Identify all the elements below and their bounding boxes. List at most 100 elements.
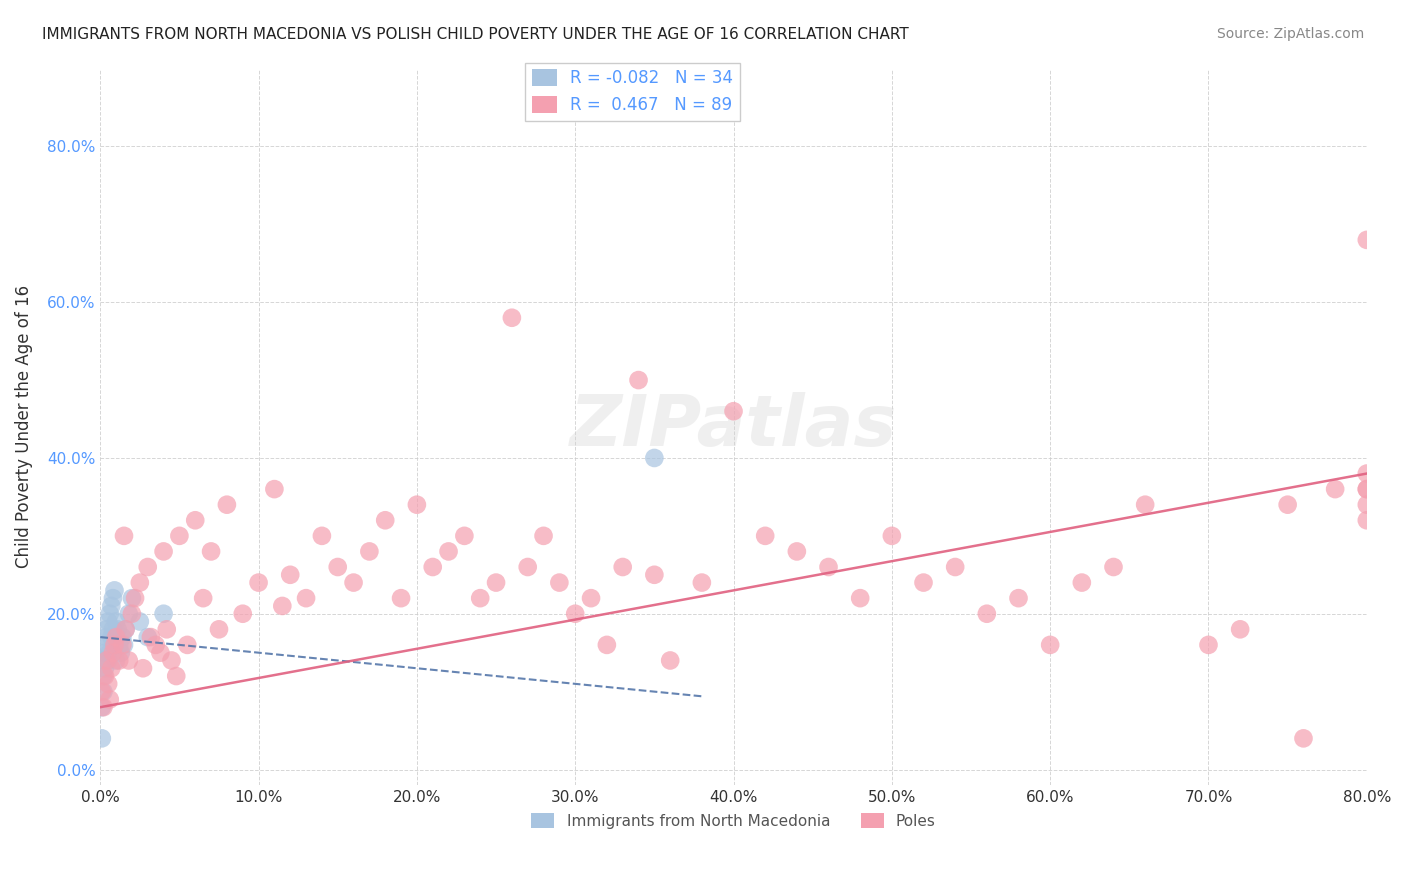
Point [470, 591, 492, 606]
Point [1277, 498, 1299, 512]
Point [579, 591, 602, 606]
Point [1007, 591, 1029, 606]
Point [105, 615, 128, 629]
Point [101, 623, 124, 637]
Point [1070, 575, 1092, 590]
Point [516, 560, 538, 574]
Point [326, 560, 349, 574]
Point [501, 310, 523, 325]
Point [548, 575, 571, 590]
Point [1355, 498, 1378, 512]
Point [533, 529, 555, 543]
Point [105, 630, 128, 644]
Point [612, 560, 634, 574]
Point [485, 575, 508, 590]
Point [103, 638, 125, 652]
Point [278, 567, 301, 582]
Point [108, 653, 131, 667]
Point [132, 661, 155, 675]
Point [111, 638, 134, 652]
Point [101, 591, 124, 606]
Point [912, 575, 935, 590]
Point [200, 544, 222, 558]
Point [1355, 513, 1378, 527]
Point [295, 591, 318, 606]
Point [149, 646, 172, 660]
Point [437, 544, 460, 558]
Point [124, 591, 146, 606]
Point [786, 544, 808, 558]
Point [943, 560, 966, 574]
Point [152, 544, 174, 558]
Point [263, 482, 285, 496]
Point [1198, 638, 1220, 652]
Point [90, 684, 112, 698]
Point [627, 373, 650, 387]
Point [98, 646, 121, 660]
Point [94, 638, 117, 652]
Point [165, 669, 187, 683]
Point [659, 653, 682, 667]
Point [564, 607, 586, 621]
Point [976, 607, 998, 621]
Point [93, 653, 115, 667]
Point [1229, 623, 1251, 637]
Point [97, 615, 120, 629]
Point [110, 646, 132, 660]
Point [118, 607, 141, 621]
Point [1355, 482, 1378, 496]
Point [184, 513, 207, 527]
Point [94, 661, 117, 675]
Point [97, 677, 120, 691]
Point [422, 560, 444, 574]
Point [128, 615, 150, 629]
Text: Source: ZipAtlas.com: Source: ZipAtlas.com [1216, 27, 1364, 41]
Point [374, 513, 396, 527]
Point [136, 560, 159, 574]
Point [1355, 233, 1378, 247]
Point [232, 607, 254, 621]
Point [359, 544, 381, 558]
Point [103, 638, 125, 652]
Point [208, 623, 231, 637]
Point [94, 669, 117, 683]
Point [114, 623, 136, 637]
Point [406, 498, 429, 512]
Point [101, 646, 124, 660]
Point [103, 583, 125, 598]
Point [96, 623, 118, 637]
Point [1355, 482, 1378, 496]
Point [389, 591, 412, 606]
Point [880, 529, 903, 543]
Point [1102, 560, 1125, 574]
Point [1324, 482, 1347, 496]
Point [97, 653, 120, 667]
Point [93, 700, 115, 714]
Point [93, 684, 115, 698]
Point [271, 599, 294, 613]
Point [121, 607, 143, 621]
Point [100, 630, 122, 644]
Point [849, 591, 872, 606]
Point [121, 591, 143, 606]
Point [1039, 638, 1062, 652]
Point [98, 692, 121, 706]
Point [96, 630, 118, 644]
Point [105, 653, 128, 667]
Point [191, 591, 214, 606]
Point [152, 607, 174, 621]
Text: ZIPatlas: ZIPatlas [569, 392, 897, 461]
Point [643, 450, 665, 465]
Point [643, 567, 665, 582]
Point [690, 575, 713, 590]
Point [160, 653, 183, 667]
Point [100, 661, 122, 675]
Point [111, 630, 134, 644]
Point [118, 653, 141, 667]
Point [114, 623, 136, 637]
Legend: Immigrants from North Macedonia, Poles: Immigrants from North Macedonia, Poles [526, 806, 942, 835]
Point [128, 575, 150, 590]
Point [596, 638, 619, 652]
Point [108, 638, 131, 652]
Point [94, 646, 117, 660]
